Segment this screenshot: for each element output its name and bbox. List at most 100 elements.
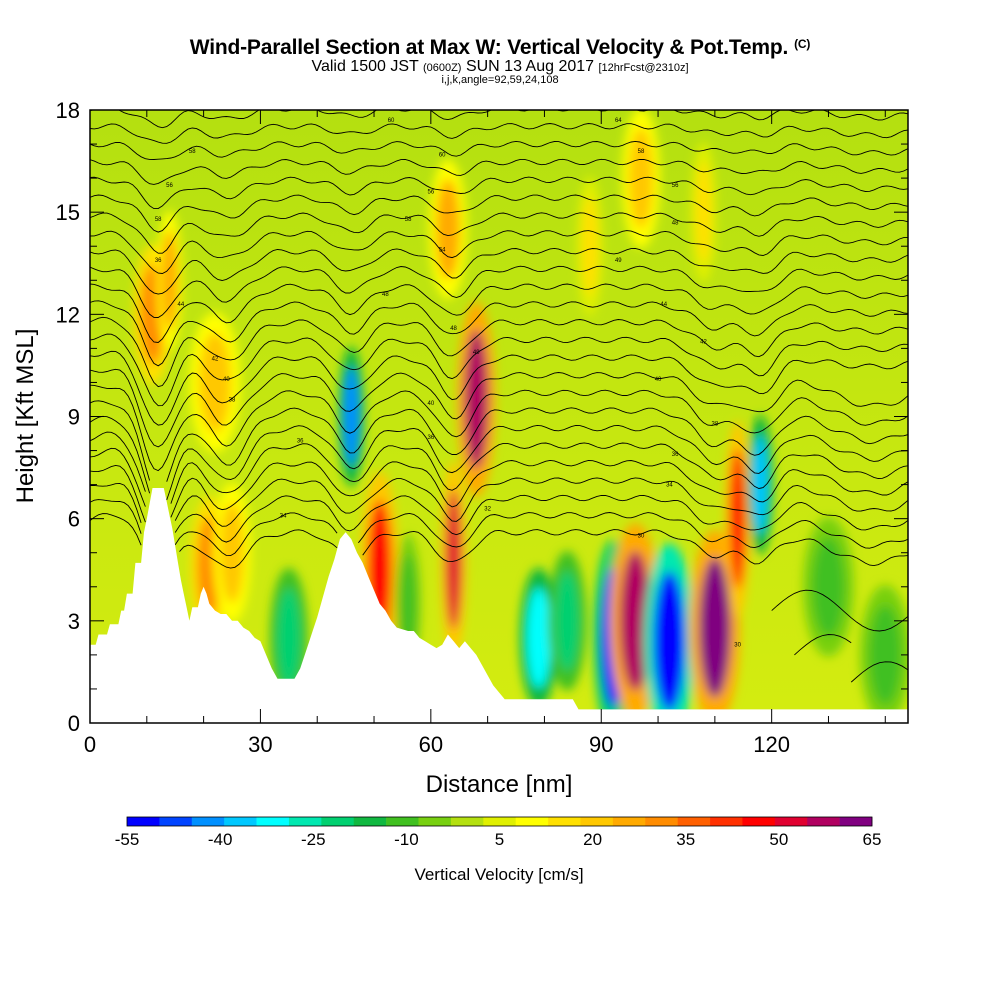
colorbar-swatch <box>710 817 743 826</box>
contour-label: 60 <box>439 152 446 158</box>
theta-contour <box>90 499 908 557</box>
contour-label: 36 <box>297 438 304 444</box>
theta-contour <box>90 265 908 318</box>
x-tick-label: 0 <box>84 732 96 757</box>
colorbar-swatch <box>807 817 840 826</box>
colorbar-tick-label: 65 <box>863 830 882 849</box>
velocity-cell <box>629 128 653 229</box>
contour-label: 58 <box>405 217 412 223</box>
velocity-cell <box>400 553 417 654</box>
colorbar-swatch <box>321 817 355 826</box>
colorbar-swatch <box>839 817 873 826</box>
velocity-cell <box>653 571 686 712</box>
plot-area: 60 64 58 60 58 56 56 56 58 58 48 36 54 49 44 48 44 48 49 42… <box>90 110 908 723</box>
contour-labels: 60 64 58 60 58 56 56 56 58 58 48 36 54 49 44 48 44 48 49 42… <box>155 118 742 648</box>
theta-contour <box>90 333 908 407</box>
x-tick-label: 120 <box>753 732 790 757</box>
theta-contour <box>90 194 908 233</box>
contour-label: 36 <box>427 435 434 441</box>
velocity-cell <box>435 179 460 280</box>
y-tick-label: 3 <box>68 609 80 634</box>
velocity-cell <box>161 230 178 331</box>
y-tick-label: 12 <box>56 302 80 327</box>
x-axis: 0 30 60 90 120 <box>84 110 886 757</box>
velocity-cell <box>445 489 462 630</box>
velocity-field <box>133 110 908 723</box>
contour-label: 56 <box>166 183 173 189</box>
velocity-cell <box>555 570 580 671</box>
theta-contour <box>90 123 908 144</box>
theta-contour <box>90 300 908 367</box>
theta-contour <box>90 482 908 543</box>
contour-label: 58 <box>189 149 196 155</box>
contour-label: 36 <box>672 452 679 458</box>
y-tick-label: 15 <box>56 200 80 225</box>
colorbar-tick-label: 5 <box>495 830 504 849</box>
velocity-cell <box>695 162 712 263</box>
contour-label: 44 <box>660 302 667 308</box>
velocity-cell <box>729 448 746 589</box>
contour-label: 49 <box>473 350 480 356</box>
colorbar-swatch <box>127 817 160 826</box>
contour-label: 60 <box>388 118 395 124</box>
contour-label: 38 <box>712 421 719 427</box>
theta-contour <box>90 384 908 472</box>
colorbar-swatch <box>548 817 581 826</box>
theta-contour <box>90 447 908 518</box>
colorbar-swatch <box>483 817 516 826</box>
velocity-cell <box>869 604 902 705</box>
theta-contour <box>90 400 908 482</box>
contour-label: 56 <box>427 190 434 196</box>
velocity-cell <box>698 557 731 698</box>
theta-contour <box>90 283 908 343</box>
contour-label: 49 <box>615 258 622 264</box>
velocity-cell <box>752 434 769 535</box>
colorbar-swatch <box>450 817 484 826</box>
x-tick-label: 30 <box>248 732 272 757</box>
x-tick-label: 90 <box>589 732 613 757</box>
theta-contour <box>90 350 908 426</box>
colorbar-label: Vertical Velocity [cm/s] <box>414 865 583 884</box>
theta-contour <box>90 316 908 388</box>
theta-contour <box>90 230 908 274</box>
colorbar-tick-label: 50 <box>769 830 788 849</box>
colorbar-swatch <box>612 817 646 826</box>
colorbar-swatch <box>418 817 452 826</box>
colorbar-swatch <box>191 817 225 826</box>
contour-label: 54 <box>439 248 446 254</box>
theta-contour <box>90 212 908 254</box>
y-tick-label: 18 <box>56 98 80 123</box>
y-tick-label: 0 <box>68 711 80 736</box>
colorbar-swatch <box>288 817 322 826</box>
velocity-cell <box>619 550 652 691</box>
y-axis-label: Height [Kft MSL] <box>12 329 39 504</box>
theta-contour <box>90 247 908 295</box>
contour-label: 48 <box>450 326 457 332</box>
contour-label: 42 <box>212 357 219 363</box>
colorbar-tick-label: 35 <box>676 830 695 849</box>
colorbar-swatch <box>353 817 387 826</box>
copyright-mark: (C) <box>794 37 811 51</box>
colorbar-swatch <box>645 817 678 826</box>
velocity-cell <box>526 587 551 688</box>
title-block: Wind-Parallel Section at Max W: Vertical… <box>0 36 1000 86</box>
colorbar-tick-label: -10 <box>394 830 419 849</box>
colorbar-frame <box>126 816 873 827</box>
chart-parameters: i,j,k,angle=92,59,24,108 <box>441 74 559 86</box>
theta-contour <box>90 140 908 160</box>
velocity-cell <box>199 332 231 433</box>
theta-contour <box>794 634 852 656</box>
theta-contour <box>90 368 908 448</box>
y-tick-label: 6 <box>68 507 80 532</box>
velocity-cell <box>343 366 360 467</box>
contour-label: 40 <box>427 401 434 407</box>
colorbar-tick-label: 20 <box>583 830 602 849</box>
velocity-cell <box>276 587 301 688</box>
theta-contour <box>90 176 908 210</box>
contour-label: 40 <box>655 377 662 383</box>
contour-label: 30 <box>638 534 645 540</box>
theta-contour <box>771 589 908 632</box>
colorbar-swatch <box>774 817 808 826</box>
contour-label: 38 <box>229 397 236 403</box>
